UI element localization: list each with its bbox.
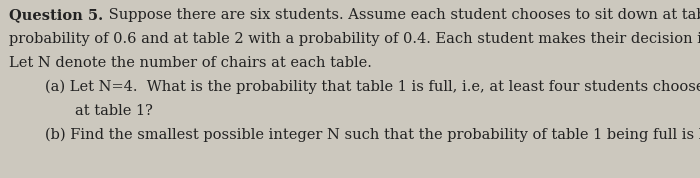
Text: (a) Let N=4.  What is the probability that table 1 is full, i.e, at least four s: (a) Let N=4. What is the probability tha…: [45, 80, 700, 94]
Text: (b) Find the smallest possible integer N such that the probability of table 1 be: (b) Find the smallest possible integer N…: [45, 128, 700, 142]
Text: at table 1?: at table 1?: [75, 104, 153, 118]
Text: Question 5.: Question 5.: [9, 8, 103, 22]
Text: Suppose there are six students. Assume each student chooses to sit down at table: Suppose there are six students. Assume e…: [104, 8, 700, 22]
Text: Let N denote the number of chairs at each table.: Let N denote the number of chairs at eac…: [9, 56, 372, 70]
Text: probability of 0.6 and at table 2 with a probability of 0.4. Each student makes : probability of 0.6 and at table 2 with a…: [9, 32, 700, 46]
